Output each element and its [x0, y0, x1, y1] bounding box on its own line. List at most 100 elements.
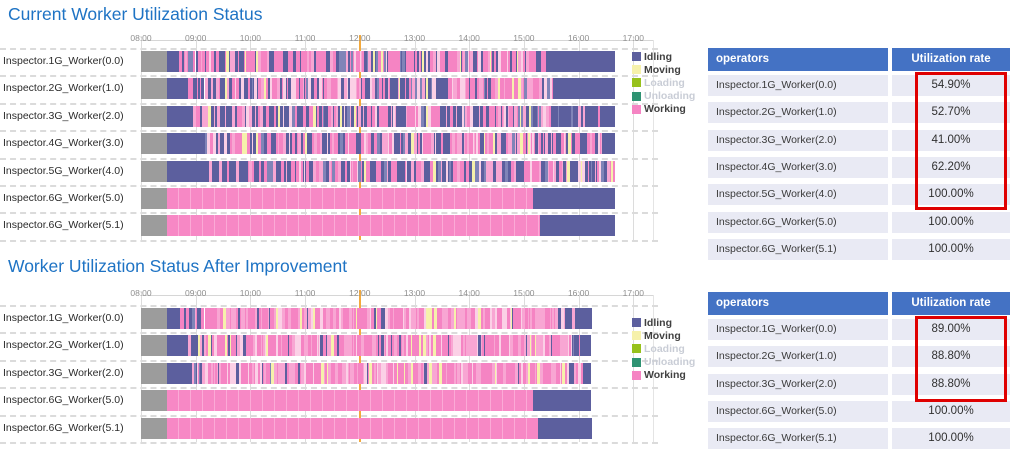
axis-tick-label: 10:00: [239, 33, 262, 43]
table-header-operators: operators: [708, 48, 888, 71]
table-cell-utilization-rate: 100.00%: [892, 184, 1010, 206]
legend-swatch-unloading-icon: [632, 357, 641, 367]
highlight-box: [915, 316, 1007, 402]
gantt-row-label: Inspector.6G_Worker(5.0): [3, 192, 124, 204]
table-cell-operator: Inspector.2G_Worker(1.0): [708, 346, 888, 368]
gantt-segment-idling: [166, 362, 193, 384]
table-header-utilization-rate: Utilization rate: [892, 292, 1010, 315]
gantt-segment-idling: [540, 215, 616, 237]
axis-tick-label: 11:00: [294, 288, 316, 298]
legend-label: Unloading: [644, 356, 696, 369]
legend-item-moving[interactable]: Moving: [632, 329, 704, 342]
gantt-row-label: Inspector.4G_Worker(3.0): [3, 137, 124, 150]
gantt-segment-mixed-activity: [192, 105, 552, 127]
chart-legend: Idling Moving Loading Unloading Working: [632, 316, 704, 382]
gantt-segment-offline: [141, 105, 167, 127]
after-improvement-title: Worker Utilization Status After Improvem…: [8, 256, 348, 276]
gantt-segment-mixed-activity: [192, 362, 210, 384]
legend-item-idling[interactable]: Idling: [632, 316, 704, 329]
gantt-row-label: Inspector.3G_Worker(2.0): [3, 109, 124, 122]
gantt-segment-mixed-activity: [200, 133, 607, 155]
row-separator: [0, 332, 658, 335]
gantt-segment-offline: [141, 188, 167, 209]
gantt-segment-working: [166, 215, 541, 237]
gantt-segment-idling: [166, 308, 178, 329]
gantt-segment-mixed-activity: [177, 51, 196, 72]
row-separator: [0, 48, 658, 50]
table-cell-utilization-rate: 54.90%: [892, 75, 1010, 96]
gantt-segment-offline: [141, 160, 167, 182]
table-header-utilization-rate: Utilization rate: [892, 48, 1010, 71]
legend-item-unloading[interactable]: Unloading: [632, 356, 704, 369]
gantt-row-label: Inspector.3G_Worker(2.0): [3, 366, 124, 379]
gantt-segment-mixed-activity: [569, 362, 584, 384]
legend-label: Idling: [644, 50, 672, 63]
table-cell-utilization-rate: 52.70%: [892, 102, 1010, 124]
gantt-segment-offline: [141, 133, 167, 155]
gantt-segment-idling: [555, 78, 615, 100]
gantt-segment-idling: [533, 188, 616, 209]
legend-swatch-working-icon: [632, 370, 641, 380]
table-cell-utilization-rate: 62.20%: [892, 156, 1010, 178]
gantt-segment-mixed-activity: [204, 308, 565, 329]
axis-tick-label: 15:00: [513, 288, 535, 298]
legend-item-working[interactable]: Working: [632, 369, 704, 382]
axis-tick-label: 08:00: [130, 288, 152, 298]
axis-tick-label: 16:00: [567, 288, 590, 298]
legend-item-loading[interactable]: Loading: [632, 342, 704, 355]
gantt-segment-idling: [166, 133, 201, 155]
legend-swatch-loading-icon: [632, 78, 641, 88]
current-status-title: Current Worker Utilization Status: [8, 4, 263, 24]
gantt-segment-idling: [580, 335, 592, 357]
legend-item-idling[interactable]: Idling: [632, 50, 704, 63]
gantt-segment-mixed-activity: [208, 160, 616, 182]
axis-tick-label: 10:00: [239, 288, 262, 298]
gantt-segment-mixed-activity: [605, 133, 615, 155]
axis-tick-label: 17:00: [622, 288, 644, 298]
gantt-segment-working: [166, 417, 538, 439]
gantt-segment-offline: [141, 78, 167, 100]
gantt-segment-idling: [166, 335, 189, 357]
gantt-segment-idling: [546, 51, 615, 72]
gantt-segment-idling: [166, 105, 193, 127]
row-separator: [0, 102, 658, 105]
gantt-row-label: Inspector.6G_Worker(5.0): [3, 394, 124, 407]
legend-item-working[interactable]: Working: [632, 103, 704, 116]
axis-baseline: [141, 40, 653, 41]
axis-tick-label: 13:00: [403, 288, 426, 298]
table-cell-utilization-rate: 100.00%: [892, 428, 1010, 450]
legend-item-moving[interactable]: Moving: [632, 63, 704, 76]
table-cell-operator: Inspector.6G_Worker(5.1): [708, 428, 888, 450]
table-cell-utilization-rate: 100.00%: [892, 211, 1010, 233]
legend-item-loading[interactable]: Loading: [632, 76, 704, 89]
gantt-segment-mixed-activity: [569, 335, 581, 357]
gantt-segment-idling: [166, 78, 189, 100]
gantt-segment-mixed-activity: [177, 308, 205, 329]
legend-label: Unloading: [644, 90, 696, 103]
highlight-box: [915, 72, 1007, 210]
gantt-segment-idling: [583, 362, 592, 384]
gantt-segment-mixed-activity: [209, 362, 570, 384]
axis-tick-label: 15:00: [513, 33, 535, 43]
legend-swatch-idling-icon: [632, 318, 641, 328]
plot-right-frame: [653, 295, 654, 442]
gantt-segment-idling: [578, 308, 592, 329]
legend-label: Working: [644, 103, 686, 116]
legend-item-unloading[interactable]: Unloading: [632, 90, 704, 103]
legend-swatch-moving-icon: [632, 331, 641, 341]
table-cell-utilization-rate: 88.80%: [892, 373, 1010, 395]
gantt-segment-offline: [141, 362, 167, 384]
gantt-segment-offline: [141, 390, 167, 412]
row-separator: [0, 212, 658, 215]
axis-tick-label: 14:00: [458, 288, 480, 298]
gantt-row-label: Inspector.6G_Worker(5.1): [3, 421, 124, 434]
axis-baseline: [141, 295, 653, 296]
axis-tick-label: 09:00: [185, 33, 207, 43]
table-cell-operator: Inspector.3G_Worker(2.0): [708, 129, 888, 151]
row-separator: [0, 130, 658, 133]
legend-swatch-working-icon: [632, 104, 641, 114]
gantt-segment-mixed-activity: [188, 78, 205, 100]
legend-swatch-loading-icon: [632, 344, 641, 354]
axis-tick-label: 13:00: [403, 33, 426, 43]
gantt-segment-offline: [141, 335, 167, 357]
